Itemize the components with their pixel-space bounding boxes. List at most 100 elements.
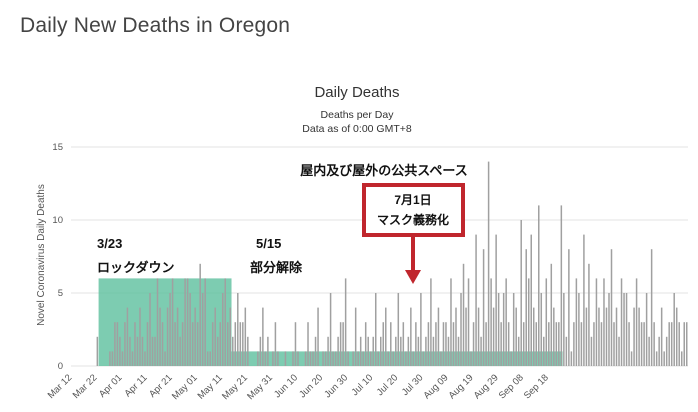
bar bbox=[660, 307, 663, 366]
bar bbox=[650, 249, 653, 366]
x-tick-label: May 31 bbox=[245, 372, 275, 402]
bar bbox=[525, 249, 527, 366]
bar bbox=[337, 336, 339, 366]
bar bbox=[608, 293, 610, 366]
bar bbox=[134, 322, 136, 366]
bar bbox=[420, 293, 422, 366]
y-tick-label: 15 bbox=[52, 142, 63, 153]
bar bbox=[264, 351, 267, 366]
x-tick-label: Jul 10 bbox=[350, 372, 376, 398]
bar bbox=[247, 336, 249, 366]
x-tick-label: Sep 08 bbox=[497, 372, 526, 401]
bar bbox=[457, 336, 460, 366]
bar bbox=[507, 322, 510, 366]
bar bbox=[465, 307, 467, 366]
bar bbox=[357, 351, 359, 366]
bar bbox=[638, 307, 640, 366]
bar bbox=[201, 293, 204, 366]
bar bbox=[166, 307, 169, 366]
bar bbox=[191, 322, 194, 366]
arrow-down-icon bbox=[405, 270, 421, 284]
bar bbox=[139, 307, 141, 366]
bar bbox=[239, 322, 242, 366]
bar bbox=[339, 322, 342, 366]
mask-mandate-label: マスク義務化 bbox=[377, 212, 449, 227]
bar bbox=[520, 220, 522, 366]
bar bbox=[224, 278, 227, 366]
shaded-regions bbox=[98, 278, 563, 366]
bar bbox=[314, 336, 317, 366]
bar bbox=[334, 351, 337, 366]
bar bbox=[347, 351, 349, 366]
bar bbox=[615, 307, 618, 366]
bar bbox=[244, 307, 247, 366]
bar bbox=[437, 307, 440, 366]
bar bbox=[658, 336, 660, 366]
bar bbox=[184, 278, 186, 366]
bar bbox=[292, 351, 294, 366]
x-tick-label: Mar 12 bbox=[46, 372, 75, 401]
bar bbox=[141, 336, 144, 366]
bar bbox=[385, 307, 387, 366]
bar bbox=[563, 293, 565, 366]
bar bbox=[204, 278, 206, 366]
bar bbox=[490, 278, 492, 366]
bar bbox=[670, 322, 673, 366]
y-tick-label: 10 bbox=[52, 215, 63, 226]
bar bbox=[262, 307, 264, 366]
bar bbox=[497, 293, 500, 366]
bar bbox=[668, 322, 670, 366]
bar bbox=[447, 336, 450, 366]
bar bbox=[417, 336, 420, 366]
bar bbox=[380, 336, 382, 366]
bar bbox=[342, 322, 344, 366]
bar bbox=[680, 351, 683, 366]
bar bbox=[352, 351, 354, 366]
bar bbox=[274, 322, 277, 366]
bar bbox=[452, 322, 455, 366]
bar bbox=[161, 322, 164, 366]
x-tick-label: Jun 20 bbox=[297, 372, 325, 400]
bar bbox=[517, 336, 520, 366]
bar bbox=[354, 307, 357, 366]
bar bbox=[171, 278, 174, 366]
bar bbox=[588, 263, 590, 366]
bar bbox=[675, 307, 678, 366]
bar bbox=[267, 336, 269, 366]
bar bbox=[131, 351, 134, 366]
bar bbox=[605, 307, 608, 366]
bar bbox=[229, 307, 232, 366]
bar bbox=[548, 322, 550, 366]
bar bbox=[673, 293, 675, 366]
bar bbox=[109, 351, 111, 366]
bar bbox=[470, 351, 472, 366]
bar bbox=[144, 351, 146, 366]
bar bbox=[304, 351, 307, 366]
x-tick-label: Sep 18 bbox=[522, 372, 551, 401]
bar bbox=[590, 336, 593, 366]
bar bbox=[565, 336, 568, 366]
bar bbox=[179, 336, 181, 366]
bar bbox=[480, 336, 482, 366]
x-tick-label: Mar 22 bbox=[71, 372, 100, 401]
bar bbox=[683, 322, 685, 366]
bar bbox=[362, 351, 364, 366]
bar bbox=[623, 293, 625, 366]
bar bbox=[425, 336, 427, 366]
bar bbox=[327, 336, 329, 366]
mask-header-label: 屋内及び屋外の公共スペース bbox=[300, 163, 467, 178]
bar bbox=[216, 336, 219, 366]
bar bbox=[502, 293, 505, 366]
bar bbox=[377, 351, 379, 366]
shaded-region bbox=[231, 351, 563, 366]
bar bbox=[430, 278, 432, 366]
bar bbox=[405, 351, 407, 366]
bar bbox=[294, 322, 297, 366]
bar bbox=[435, 322, 437, 366]
x-tick-label: Aug 29 bbox=[472, 372, 501, 401]
bar bbox=[237, 293, 239, 366]
bar bbox=[467, 278, 470, 366]
mask-callout-box bbox=[362, 183, 465, 237]
